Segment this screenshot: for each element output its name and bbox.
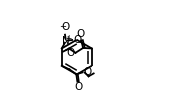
Text: O: O <box>83 67 91 77</box>
Text: −: − <box>59 22 66 31</box>
Text: O: O <box>77 29 85 39</box>
Text: O: O <box>61 22 69 32</box>
Text: O: O <box>73 35 82 45</box>
Text: N: N <box>62 36 70 46</box>
Text: O: O <box>66 48 74 58</box>
Text: O: O <box>74 82 82 92</box>
Text: +: + <box>65 34 71 43</box>
